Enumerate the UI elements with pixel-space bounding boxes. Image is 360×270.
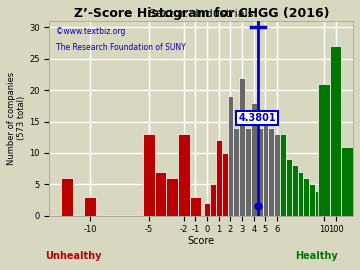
Bar [178,134,190,216]
Bar [228,96,233,216]
Bar [341,147,353,216]
Bar [330,46,341,216]
Y-axis label: Number of companies
(573 total): Number of companies (573 total) [7,72,26,165]
Bar [143,134,154,216]
Bar [318,84,330,216]
Bar [190,197,201,216]
Bar [269,128,274,216]
Text: The Research Foundation of SUNY: The Research Foundation of SUNY [55,42,185,52]
Bar [292,166,298,216]
Bar [204,203,210,216]
Bar [210,184,216,216]
Bar [309,184,315,216]
Title: Z’-Score Histogram for CHGG (2016): Z’-Score Histogram for CHGG (2016) [73,7,329,20]
Text: 4.3801: 4.3801 [238,113,276,123]
Bar [274,134,280,216]
Bar [216,140,222,216]
X-axis label: Score: Score [188,236,215,246]
Bar [222,153,228,216]
Bar [298,172,303,216]
Bar [257,128,262,216]
Bar [233,128,239,216]
Bar [85,197,96,216]
Bar [251,103,257,216]
Bar [315,191,321,216]
Text: Unhealthy: Unhealthy [45,251,102,261]
Text: ©www.textbiz.org: ©www.textbiz.org [55,27,125,36]
Bar [239,77,245,216]
Bar [280,134,286,216]
Bar [166,178,178,216]
Text: Sector:  Industrials: Sector: Industrials [149,9,253,19]
Bar [286,159,292,216]
Bar [245,128,251,216]
Bar [303,178,309,216]
Bar [262,122,269,216]
Bar [61,178,73,216]
Text: Healthy: Healthy [295,251,338,261]
Bar [154,172,166,216]
